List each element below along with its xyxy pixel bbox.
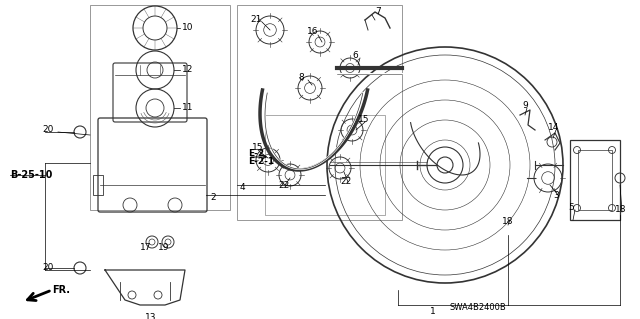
Text: 10: 10 [182, 23, 193, 32]
Text: 3: 3 [553, 190, 559, 199]
Text: 20: 20 [42, 125, 53, 135]
Text: 19: 19 [158, 243, 170, 253]
Text: 15: 15 [252, 144, 264, 152]
Text: 15: 15 [358, 115, 369, 124]
Text: FR.: FR. [52, 285, 70, 295]
Text: 20: 20 [42, 263, 53, 272]
Bar [265, 115, 385, 215]
Text: 5: 5 [568, 204, 573, 212]
Text: 18: 18 [502, 218, 513, 226]
Text: 16: 16 [307, 27, 319, 36]
Text: 2: 2 [210, 194, 216, 203]
Text: 22: 22 [340, 177, 351, 187]
Text: 4: 4 [240, 183, 246, 192]
Text: 17: 17 [140, 243, 152, 253]
Text: E-2: E-2 [248, 149, 264, 158]
Text: 7: 7 [375, 8, 381, 17]
Text: E-2-1: E-2-1 [248, 158, 274, 167]
Bar [237, 5, 402, 220]
Text: 18: 18 [615, 205, 627, 214]
Bar [93, 175, 103, 195]
Text: 13: 13 [145, 314, 157, 319]
Text: 9: 9 [522, 100, 528, 109]
Bar [90, 5, 230, 210]
Text: 12: 12 [182, 65, 193, 75]
Text: B-25-10: B-25-10 [10, 170, 52, 180]
Text: 6: 6 [352, 50, 358, 60]
Text: 8: 8 [298, 73, 304, 83]
Bar [578, 150, 612, 210]
Bar [570, 140, 620, 220]
Text: SWA4B2400B: SWA4B2400B [450, 303, 507, 313]
Text: 11: 11 [182, 103, 193, 113]
Text: 21: 21 [250, 16, 261, 25]
Text: 14: 14 [548, 123, 559, 132]
Text: 1: 1 [430, 308, 436, 316]
Text: 22: 22 [278, 181, 289, 189]
